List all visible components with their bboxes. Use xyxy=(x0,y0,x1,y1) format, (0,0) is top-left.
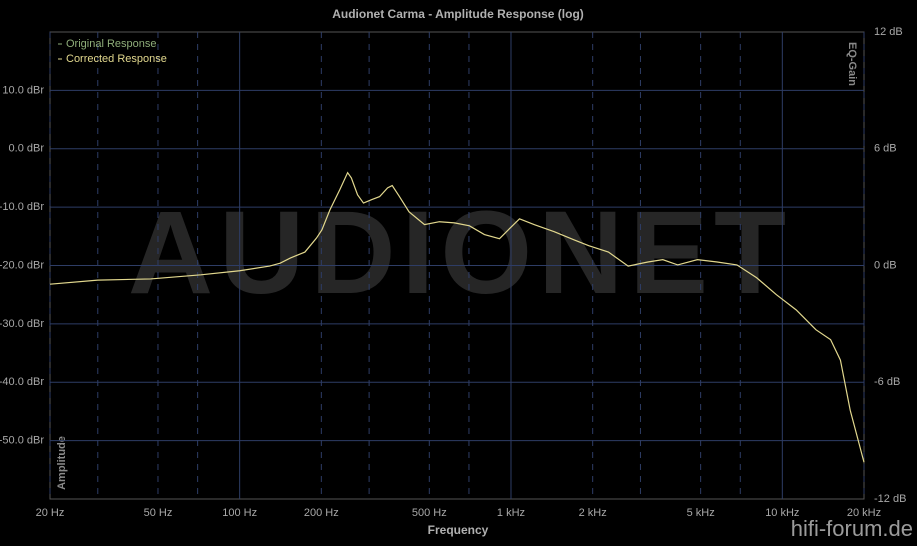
x-tick-label: 20 Hz xyxy=(36,507,65,519)
x-axis-label: Frequency xyxy=(428,523,489,537)
y-tick-label: -30.0 dBr xyxy=(0,318,44,330)
y2-tick-label: 0 dB xyxy=(874,259,897,271)
y-tick-label: -40.0 dBr xyxy=(0,376,44,388)
y-tick-label: -50.0 dBr xyxy=(0,435,44,447)
chart-title: Audionet Carma - Amplitude Response (log… xyxy=(332,7,584,21)
y2-tick-label: 6 dB xyxy=(874,143,897,155)
credit: hifi-forum.de xyxy=(791,516,913,541)
x-tick-label: 100 Hz xyxy=(222,507,257,519)
x-tick-label: 200 Hz xyxy=(304,507,339,519)
x-tick-label: 500 Hz xyxy=(412,507,447,519)
y2-tick-label: -6 dB xyxy=(874,376,900,388)
series-line xyxy=(49,171,865,463)
y2-tick-label: -12 dB xyxy=(874,493,906,505)
x-tick-label: 50 Hz xyxy=(144,507,173,519)
y2-axis-label: EQ-Gain xyxy=(846,42,858,86)
legend-label: Corrected Response xyxy=(66,53,167,65)
x-tick-label: 1 kHz xyxy=(497,507,525,519)
y-axis-label: Amplitude xyxy=(56,436,68,490)
y-tick-label: -20.0 dBr xyxy=(0,259,44,271)
x-tick-label: 10 kHz xyxy=(765,507,799,519)
legend-label: Original Response xyxy=(66,38,157,50)
y-tick-label: -10.0 dBr xyxy=(0,201,44,213)
x-tick-label: 2 kHz xyxy=(579,507,607,519)
y-tick-label: 0.0 dBr xyxy=(9,143,45,155)
watermark: AUDIONET xyxy=(128,187,792,319)
x-tick-label: 5 kHz xyxy=(687,507,715,519)
y2-tick-label: 12 dB xyxy=(874,26,903,38)
y-tick-label: 10.0 dBr xyxy=(2,84,44,96)
x-tick-label: 20 kHz xyxy=(847,507,881,519)
